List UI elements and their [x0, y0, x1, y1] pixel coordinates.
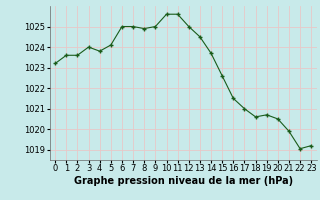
X-axis label: Graphe pression niveau de la mer (hPa): Graphe pression niveau de la mer (hPa) — [74, 176, 293, 186]
